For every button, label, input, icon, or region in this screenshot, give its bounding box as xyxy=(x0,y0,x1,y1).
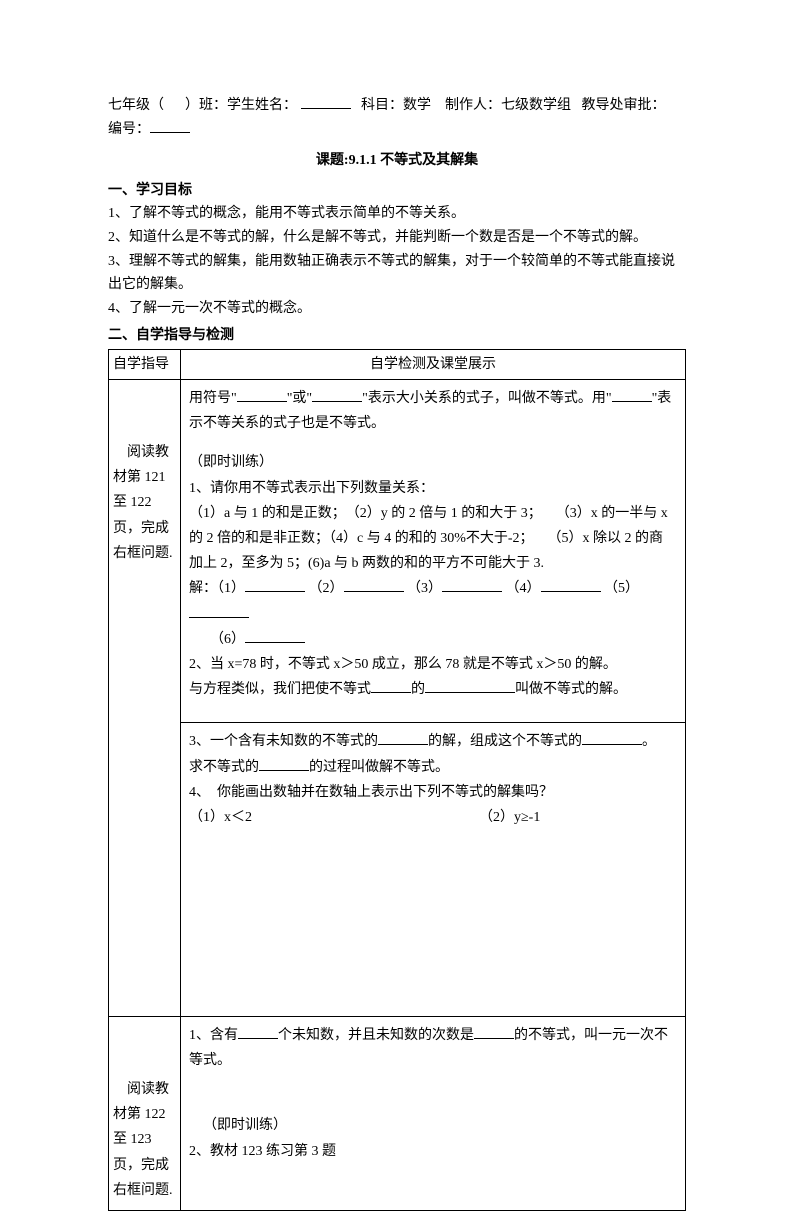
blank-symbol-1[interactable] xyxy=(237,401,287,402)
blank-symbol-3[interactable] xyxy=(612,401,652,402)
q2b: 与方程类似，我们把使不等式的叫做不等式的解。 xyxy=(189,677,677,702)
serial-blank[interactable] xyxy=(150,132,190,133)
subject xyxy=(354,98,361,113)
section1-header: 一、学习目标 xyxy=(108,180,686,202)
q3d-blank[interactable] xyxy=(259,770,309,771)
q2: 2、当 x=78 时，不等式 x＞50 成立，那么 78 就是不等式 x＞50 … xyxy=(189,652,677,677)
author-label: 制作人：七级数学组 xyxy=(445,98,571,113)
sol-blank-4[interactable] xyxy=(541,591,601,592)
guide-text-2: 阅读教材第 122至 123 页，完成右框问题. xyxy=(113,1077,176,1203)
sol-blank-5[interactable] xyxy=(189,617,249,618)
grade-post: ）班：学生姓名： xyxy=(185,98,297,113)
train-label-1: （即时训练） xyxy=(189,450,677,475)
q1-head: 1、请你用不等式表示出下列数量关系： xyxy=(189,476,677,501)
q1-body: （1）a 与 1 的和是正数； （2）y 的 2 倍与 1 的和大于 3； （3… xyxy=(189,501,677,577)
objective-2: 2、知道什么是不等式的解，什么是解不等式，并能判断一个数是否是一个不等式的解。 xyxy=(108,227,686,249)
objective-1: 1、了解不等式的概念，能用不等式表示简单的不等关系。 xyxy=(108,203,686,225)
q3: 3、一个含有未知数的不等式的的解，组成这个不等式的。 xyxy=(189,729,677,754)
serial-label: 编号： xyxy=(108,122,150,137)
study-table: 自学指导 自学检测及课堂展示 阅读教材第 121至 122 页，完成右框问题. … xyxy=(108,349,686,1211)
q3d: 求不等式的的过程叫做解不等式。 xyxy=(189,755,677,780)
page-title: 课题:9.1.1 不等式及其解集 xyxy=(108,150,686,172)
c2-blank-1[interactable] xyxy=(238,1038,278,1039)
name-blank[interactable] xyxy=(301,108,351,109)
q4: 4、 你能画出数轴并在数轴上表示出下列不等式的解集吗？ xyxy=(189,780,677,805)
objective-4: 4、了解一元一次不等式的概念。 xyxy=(108,298,686,320)
th-guide: 自学指导 xyxy=(109,349,181,379)
content-cell-1b: 3、一个含有未知数的不等式的的解，组成这个不等式的。 求不等式的的过程叫做解不等… xyxy=(181,723,686,1017)
grade-pre: 七年级（ xyxy=(108,98,164,113)
q2b-blank-2[interactable] xyxy=(425,692,515,693)
content-cell-2: 1、含有个未知数，并且未知数的次数是的不等式，叫一元一次不等式。 （即时训练） … xyxy=(181,1017,686,1211)
subject-label: 科目：数学 xyxy=(361,98,431,113)
c2-q1: 1、含有个未知数，并且未知数的次数是的不等式，叫一元一次不等式。 xyxy=(189,1023,677,1073)
th-detect: 自学检测及课堂展示 xyxy=(181,349,686,379)
sol-blank-1[interactable] xyxy=(245,591,305,592)
sol-blank-3[interactable] xyxy=(442,591,502,592)
train-label-2: （即时训练） xyxy=(189,1113,677,1138)
section2-header: 二、自学指导与检测 xyxy=(108,325,686,347)
q4-1: （1）x＜2 xyxy=(189,810,252,825)
header-line-1: 七年级（ ）班：学生姓名： 科目：数学 制作人：七级数学组 教导处审批： xyxy=(108,95,686,117)
q4-2: （2）y≥-1 xyxy=(479,810,540,825)
header-line-2: 编号： xyxy=(108,119,686,141)
objective-3: 3、理解不等式的解集，能用数轴正确表示不等式的解集，对于一个较简单的不等式能直接… xyxy=(108,251,686,296)
solution-line-2: （6） xyxy=(189,627,677,652)
c2-q2: 2、教材 123 练习第 3 题 xyxy=(189,1139,677,1164)
c1-p1: 用符号""或""表示大小关系的式子，叫做不等式。用""表示不等关系的式子也是不等… xyxy=(189,386,677,436)
sol-blank-2[interactable] xyxy=(344,591,404,592)
q3-blank-1[interactable] xyxy=(378,744,428,745)
q4-options: （1）x＜2 （2）y≥-1 xyxy=(189,805,677,830)
q3-blank-2[interactable] xyxy=(582,744,642,745)
guide-cell-2: 阅读教材第 122至 123 页，完成右框问题. xyxy=(109,1017,181,1211)
blank-symbol-2[interactable] xyxy=(312,401,362,402)
c2-blank-2[interactable] xyxy=(474,1038,514,1039)
guide-cell-1: 阅读教材第 121至 122 页，完成右框问题. xyxy=(109,380,181,1017)
approve-label: 教导处审批： xyxy=(582,98,666,113)
grade-blank[interactable] xyxy=(168,98,182,113)
sol-blank-6[interactable] xyxy=(245,642,305,643)
guide-text-1: 阅读教材第 121至 122 页，完成右框问题. xyxy=(113,440,176,566)
q2b-blank-1[interactable] xyxy=(371,692,411,693)
solution-line: 解：（1） （2） （3） （4） （5） xyxy=(189,576,677,626)
content-cell-1a: 用符号""或""表示大小关系的式子，叫做不等式。用""表示不等关系的式子也是不等… xyxy=(181,380,686,723)
